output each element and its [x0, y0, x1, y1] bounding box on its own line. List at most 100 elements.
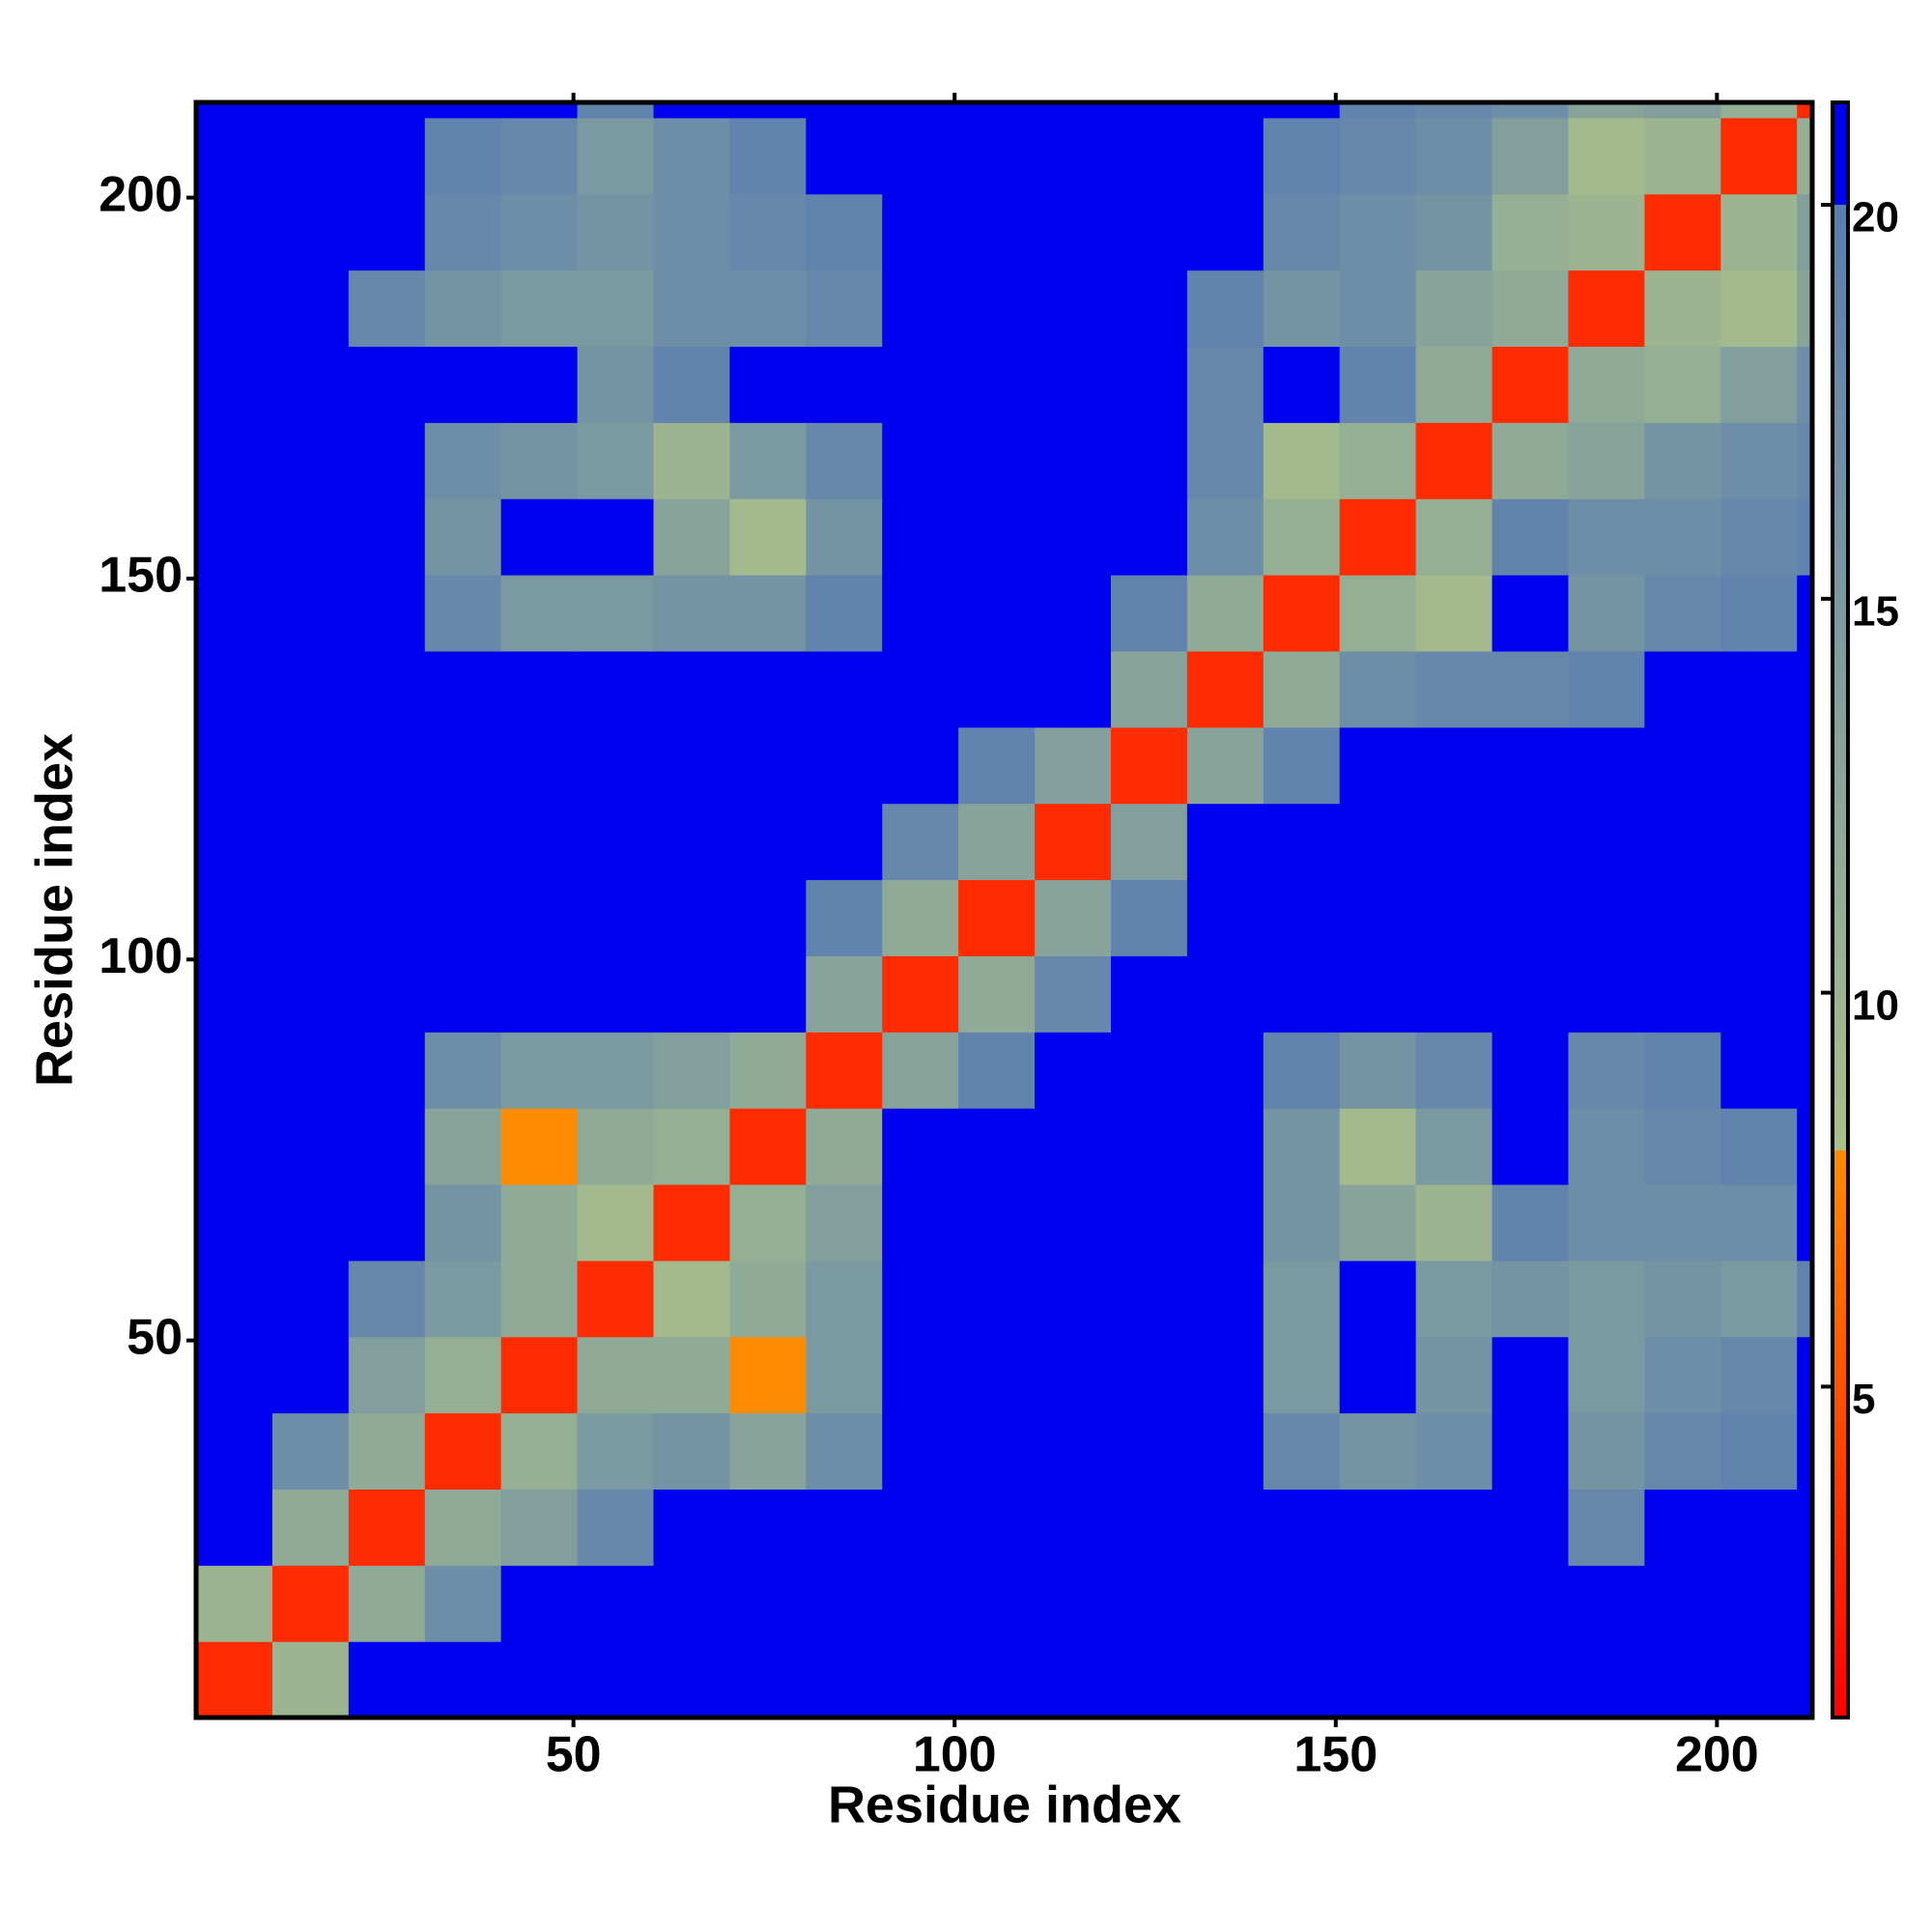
heatmap-cell — [1644, 1336, 1721, 1414]
heatmap-cell — [271, 574, 350, 652]
heatmap-cell — [1263, 270, 1341, 347]
heatmap-cell — [196, 650, 273, 728]
heatmap-cell — [1339, 726, 1417, 805]
heatmap-cell — [1720, 1489, 1798, 1566]
heatmap-cell — [1492, 102, 1570, 119]
heatmap-cell — [882, 879, 959, 956]
heatmap-cell — [196, 955, 273, 1033]
heatmap-cell — [958, 726, 1036, 805]
heatmap-cell — [1492, 193, 1570, 271]
heatmap-cell — [1186, 102, 1264, 119]
heatmap-cell — [1415, 117, 1493, 195]
heatmap-cell — [1263, 422, 1341, 499]
heatmap-cell — [1035, 117, 1112, 195]
heatmap-cell — [1263, 1565, 1341, 1642]
heatmap-cell — [424, 955, 502, 1033]
x-axis-title: Residue index — [828, 1776, 1181, 1833]
heatmap-cell — [653, 879, 731, 956]
heatmap-cell — [1339, 803, 1417, 881]
heatmap-cell — [1797, 803, 1813, 881]
heatmap-cell — [1339, 498, 1417, 576]
heatmap-cell — [1720, 1032, 1798, 1109]
heatmap-cell — [806, 193, 883, 271]
heatmap-cell — [196, 1108, 273, 1185]
heatmap-cell — [500, 1108, 579, 1185]
heatmap-cell — [1035, 650, 1112, 728]
heatmap-cell — [577, 803, 655, 881]
heatmap-cell — [1415, 1108, 1493, 1185]
heatmap-cell — [348, 422, 426, 499]
heatmap-cell — [1720, 1260, 1798, 1338]
heatmap-cell — [577, 117, 655, 195]
heatmap-cell — [958, 650, 1036, 728]
heatmap-cell — [1415, 1183, 1493, 1262]
x-tick-label: 50 — [546, 1727, 602, 1783]
heatmap-cell — [271, 1336, 350, 1414]
colorbar — [1831, 100, 1850, 1719]
heatmap-cell — [1644, 803, 1721, 881]
heatmap-cell — [1797, 346, 1813, 423]
heatmap-cell — [424, 498, 502, 576]
heatmap-cell — [1797, 879, 1813, 956]
heatmap-cell — [1035, 1489, 1112, 1566]
heatmap-cell — [653, 1032, 731, 1109]
heatmap-cell — [1263, 726, 1341, 805]
heatmap-cell — [1797, 1336, 1813, 1414]
heatmap-cell — [1720, 1641, 1798, 1719]
heatmap-cell — [1035, 102, 1112, 119]
heatmap-cell — [653, 1183, 731, 1262]
heatmap-cell — [1568, 270, 1645, 347]
heatmap-cell — [729, 1565, 807, 1642]
heatmap-cell — [1797, 270, 1813, 347]
heatmap-cell — [577, 1183, 655, 1262]
x-tick-label: 100 — [913, 1727, 997, 1783]
heatmap-cell — [1263, 574, 1341, 652]
heatmap-cell — [1797, 1489, 1813, 1566]
heatmap-cell — [1339, 1641, 1417, 1719]
heatmap-cell — [1415, 726, 1493, 805]
heatmap-cell — [1110, 270, 1188, 347]
heatmap-cell — [500, 574, 579, 652]
heatmap-cell — [500, 270, 579, 347]
heatmap-cell — [1263, 650, 1341, 728]
heatmap-cell — [348, 650, 426, 728]
heatmap-cell — [882, 422, 959, 499]
y-tick-label: 50 — [127, 1309, 183, 1365]
heatmap-cell — [1492, 803, 1570, 881]
heatmap-cell — [196, 879, 273, 956]
heatmap-cell — [1035, 1183, 1112, 1262]
heatmap-cell — [653, 1108, 731, 1185]
heatmap-cell — [577, 879, 655, 956]
heatmap-cell — [1492, 1412, 1570, 1490]
heatmap-cell — [348, 879, 426, 956]
heatmap-cell — [424, 422, 502, 499]
heatmap-cell — [1110, 117, 1188, 195]
heatmap-cell — [196, 803, 273, 881]
heatmap-cell — [653, 102, 731, 119]
heatmap-cell — [1492, 574, 1570, 652]
heatmap-cell — [1263, 1641, 1341, 1719]
heatmap-cell — [958, 193, 1036, 271]
heatmap-cell — [1186, 193, 1264, 271]
heatmap-cell — [1186, 117, 1264, 195]
heatmap-cell — [806, 498, 883, 576]
heatmap-cell — [424, 1032, 502, 1109]
heatmap-cell — [1644, 422, 1721, 499]
heatmap-cell — [1720, 1565, 1798, 1642]
heatmap-cell — [1644, 102, 1721, 119]
heatmap-cell — [577, 102, 655, 119]
heatmap-cell — [1492, 1489, 1570, 1566]
heatmap-cell — [1110, 498, 1188, 576]
heatmap-cell — [1415, 879, 1493, 956]
heatmap-cell — [653, 498, 731, 576]
heatmap-cell — [500, 1336, 579, 1414]
heatmap-cell — [500, 117, 579, 195]
heatmap-cell — [729, 1336, 807, 1414]
heatmap-cell — [1415, 803, 1493, 881]
heatmap-cell — [1568, 1260, 1645, 1338]
heatmap-cell — [348, 1183, 426, 1262]
heatmap-cell — [958, 1336, 1036, 1414]
heatmap-cell — [1720, 1183, 1798, 1262]
heatmap-cell — [424, 270, 502, 347]
